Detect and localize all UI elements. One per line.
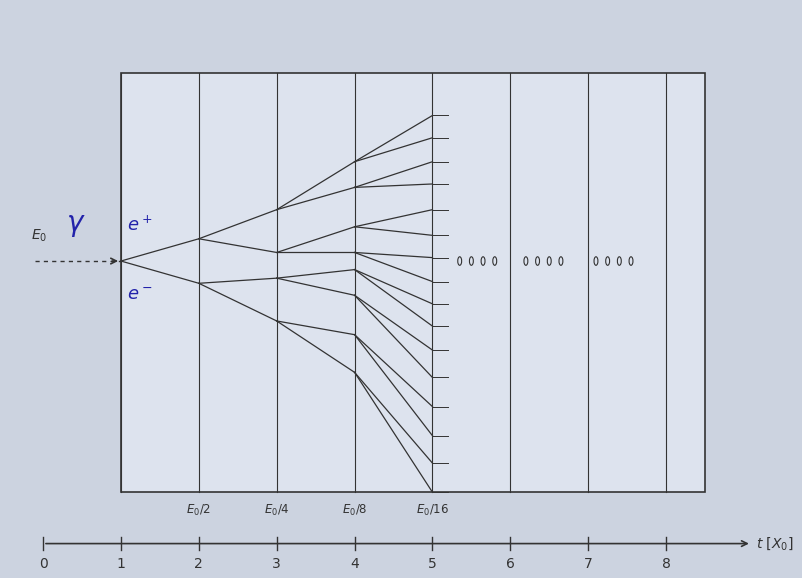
Text: 5: 5 <box>427 557 436 571</box>
Text: $E_0/2$: $E_0/2$ <box>186 502 211 517</box>
Text: $t\ [X_0]$: $t\ [X_0]$ <box>755 535 792 552</box>
Text: 0: 0 <box>38 557 47 571</box>
Text: $e^-$: $e^-$ <box>127 286 152 304</box>
Text: $E_0/16$: $E_0/16$ <box>415 502 448 517</box>
Text: $E_0/8$: $E_0/8$ <box>342 502 367 517</box>
Text: 4: 4 <box>350 557 358 571</box>
Text: $E_0/4$: $E_0/4$ <box>264 502 290 517</box>
Text: 2: 2 <box>194 557 203 571</box>
Text: $e^+$: $e^+$ <box>127 216 152 235</box>
Text: $E_0$: $E_0$ <box>31 228 47 244</box>
Bar <box>121 73 704 492</box>
Text: 8: 8 <box>661 557 670 571</box>
Text: 7: 7 <box>583 557 592 571</box>
Text: 3: 3 <box>272 557 281 571</box>
Text: $\gamma$: $\gamma$ <box>66 211 86 239</box>
Text: 1: 1 <box>116 557 125 571</box>
Text: 6: 6 <box>505 557 514 571</box>
